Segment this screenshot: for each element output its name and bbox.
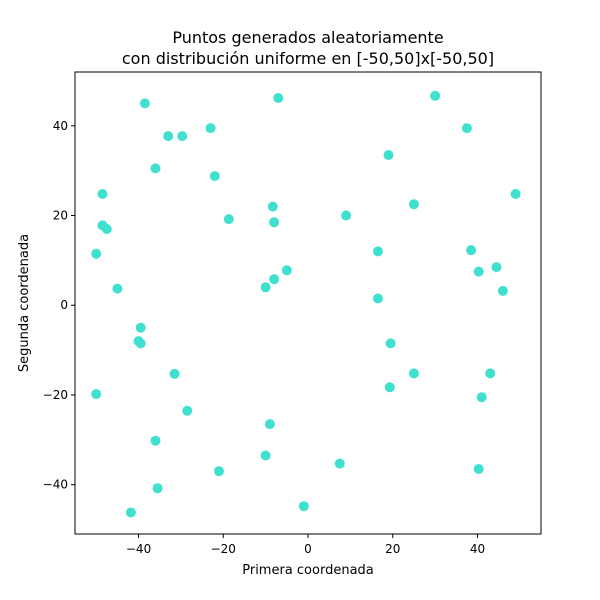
data-point: [298, 501, 309, 512]
data-point: [97, 189, 108, 199]
data-point: [169, 368, 180, 379]
x-tick-label: −40: [126, 542, 151, 556]
x-tick-label: 0: [304, 542, 312, 556]
x-tick-label: −20: [211, 542, 236, 556]
data-point: [476, 392, 487, 403]
data-point: [163, 131, 174, 142]
plot-area-frame: [74, 71, 542, 535]
data-point: [150, 435, 161, 446]
data-point: [408, 199, 419, 210]
data-point: [150, 163, 161, 174]
data-point: [91, 248, 102, 259]
y-tick-label: 40: [53, 119, 68, 133]
y-tick-label: 0: [60, 298, 68, 312]
data-point: [473, 266, 484, 277]
data-point: [209, 171, 220, 182]
data-point: [182, 405, 193, 416]
data-point: [223, 214, 234, 225]
data-point: [510, 189, 521, 199]
data-point: [152, 483, 163, 494]
data-point: [497, 285, 508, 296]
data-point: [281, 265, 292, 276]
data-point: [135, 322, 146, 333]
data-point: [430, 90, 441, 101]
data-point: [491, 262, 502, 273]
x-axis-label: Primera coordenada: [242, 563, 374, 578]
y-tick-label: 20: [53, 209, 68, 223]
data-point: [91, 389, 102, 400]
data-point: [205, 123, 216, 134]
y-axis-ticks: −40 −20 0 20 40: [43, 119, 75, 492]
data-point: [466, 245, 477, 256]
data-point: [214, 466, 224, 477]
x-tick-label: 40: [470, 542, 485, 556]
x-axis-ticks: −40 −20 0 20 40: [126, 534, 485, 556]
data-point: [485, 368, 496, 379]
y-tick-label: −20: [43, 388, 68, 402]
data-point: [461, 123, 472, 134]
data-point: [135, 338, 146, 349]
data-point: [125, 507, 136, 518]
data-point: [372, 246, 383, 257]
data-point: [372, 293, 383, 304]
data-points: [91, 90, 521, 518]
data-point: [408, 368, 419, 379]
data-point: [334, 458, 345, 469]
chart-title-line-1: Puntos generados aleatoriamente: [172, 28, 443, 47]
x-tick-label: 20: [385, 542, 400, 556]
data-point: [273, 93, 284, 103]
data-point: [139, 98, 150, 109]
data-point: [473, 464, 484, 474]
data-point: [177, 131, 188, 142]
data-point: [264, 419, 275, 430]
data-point: [269, 217, 280, 228]
data-point: [384, 382, 395, 393]
data-point: [341, 210, 352, 221]
data-point: [269, 274, 280, 285]
chart-title-line-2: con distribución uniforme en [-50,50]x[-…: [122, 49, 494, 68]
data-point: [385, 338, 396, 349]
y-tick-label: −40: [43, 478, 68, 492]
data-point: [383, 150, 394, 160]
data-point: [101, 224, 112, 234]
y-axis-label: Segunda coordenada: [17, 234, 32, 372]
data-point: [260, 450, 271, 461]
data-point: [260, 282, 271, 293]
data-point: [112, 283, 123, 294]
data-point: [267, 201, 278, 212]
